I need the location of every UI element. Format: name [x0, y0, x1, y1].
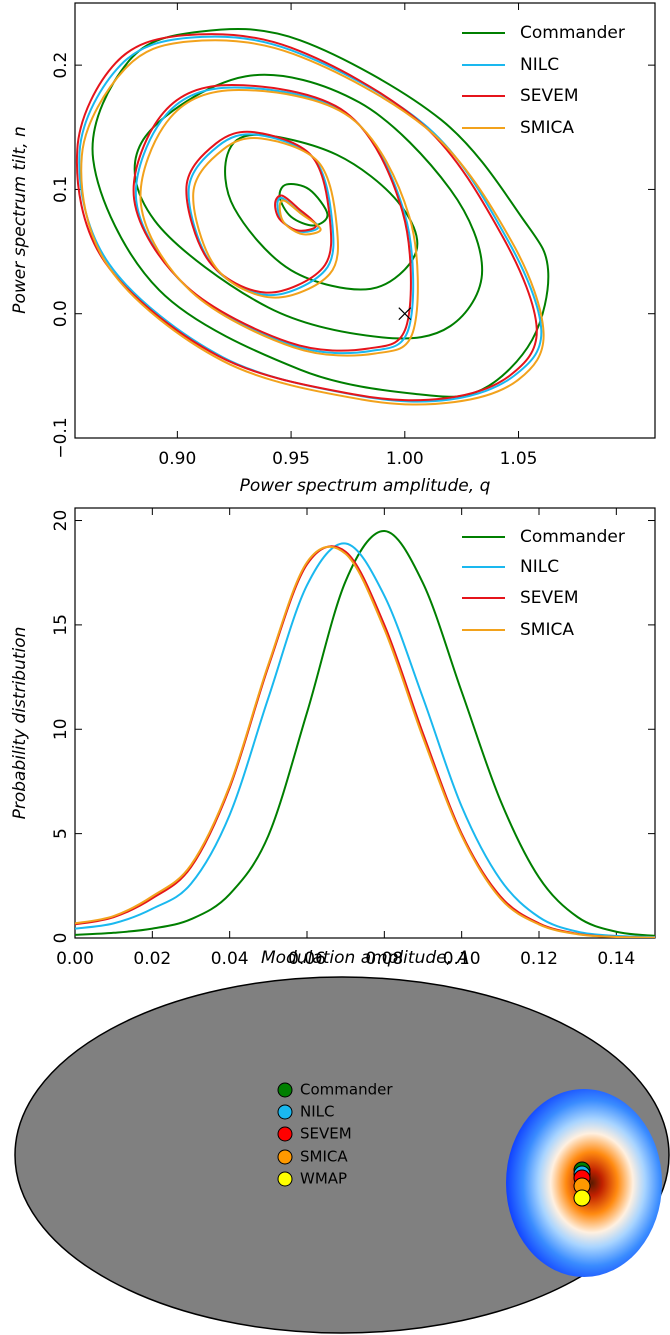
legend-label: WMAP	[300, 1170, 347, 1188]
legend-label: SEVEM	[520, 86, 579, 106]
legend-marker	[277, 1171, 293, 1187]
reference-marker	[398, 307, 412, 321]
y-axis-label: Probability distribution	[10, 627, 30, 820]
legend-label: SMICA	[520, 118, 574, 138]
contour-line	[139, 88, 419, 357]
contour-line	[185, 130, 333, 294]
contour-line	[80, 39, 545, 406]
x-tick-label: 0.04	[211, 949, 249, 969]
x-tick-label: 0.08	[365, 949, 403, 969]
density-line	[75, 545, 655, 938]
contour-group	[75, 28, 550, 406]
x-tick-label: 0.95	[272, 449, 310, 469]
legend-label: NILC	[300, 1103, 334, 1121]
legend-marker	[277, 1082, 293, 1098]
contour-line	[276, 196, 320, 233]
density-line	[75, 542, 655, 938]
y-tick-label: 5	[51, 828, 71, 839]
contour-line	[133, 73, 484, 340]
legend-marker	[277, 1126, 293, 1142]
y-tick-label: 20	[51, 510, 71, 532]
contour-line	[132, 84, 412, 352]
contour-line	[192, 136, 340, 299]
legend-marker	[277, 1149, 293, 1165]
legend-label: NILC	[520, 55, 559, 75]
contour-line	[224, 133, 419, 291]
contour-line	[187, 133, 335, 297]
line-group	[75, 529, 655, 938]
x-tick-label: 0.06	[288, 949, 326, 969]
y-tick-label: 0.0	[51, 300, 71, 327]
legend-label: NILC	[520, 557, 559, 577]
y-tick-label: 0.2	[51, 52, 71, 79]
density-line	[75, 529, 655, 937]
y-tick-label: 0.1	[51, 176, 71, 203]
legend-label: Commander	[300, 1081, 393, 1099]
legend-label: Commander	[520, 527, 625, 547]
plot-frame	[74, 2, 656, 439]
contour-line	[75, 33, 538, 402]
x-axis-label: Modulation amplitude, A	[261, 948, 469, 968]
legend-marker	[277, 1104, 293, 1120]
x-tick-label: 1.05	[500, 449, 538, 469]
legend-label: Commander	[520, 23, 625, 43]
x-axis-label: Power spectrum amplitude, q	[240, 476, 491, 496]
sky-map	[14, 976, 670, 1334]
legend-label: SMICA	[520, 620, 574, 640]
contour-line	[274, 194, 318, 232]
direction-marker	[573, 1189, 591, 1207]
x-tick-label: 0.00	[56, 949, 94, 969]
x-tick-label: 1.00	[386, 449, 424, 469]
contour-line	[134, 86, 415, 355]
legend-label: SEVEM	[520, 588, 579, 608]
x-tick-label: 0.10	[443, 949, 481, 969]
y-tick-label: 15	[51, 614, 71, 636]
x-tick-label: 0.02	[133, 949, 171, 969]
legend-label: SMICA	[300, 1148, 348, 1166]
x-tick-label: 0.14	[597, 949, 635, 969]
y-tick-label: 10	[51, 718, 71, 740]
contour-line	[278, 183, 329, 227]
y-tick-label: 0	[51, 933, 71, 944]
contour-line	[278, 199, 322, 236]
legend-label: SEVEM	[300, 1125, 352, 1143]
plot-frame	[74, 507, 656, 939]
y-tick-label: −0.1	[51, 417, 71, 458]
x-tick-label: 0.90	[158, 449, 196, 469]
x-tick-label: 0.12	[520, 949, 558, 969]
y-axis-label: Power spectrum tilt, n	[10, 126, 30, 314]
